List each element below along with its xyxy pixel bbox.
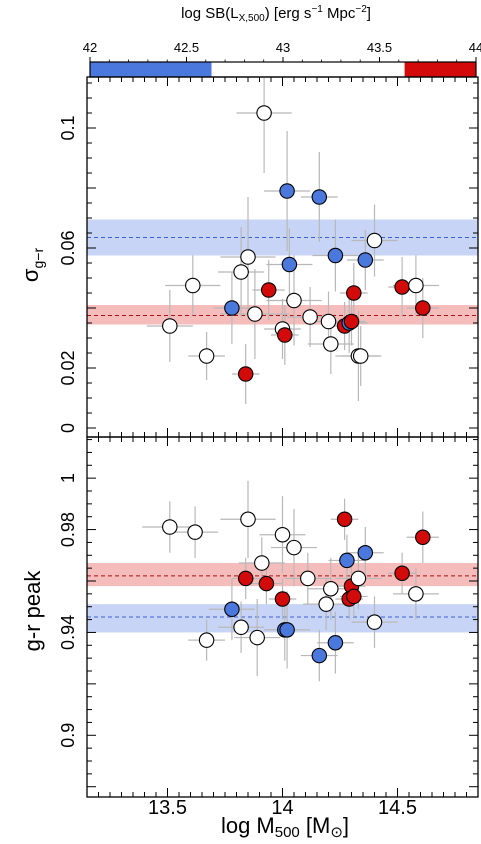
y-tick-label: 0.02 xyxy=(58,350,78,385)
ylabel-sigma: σg−r xyxy=(18,248,46,283)
y-tick-label: 1 xyxy=(58,473,78,483)
data-point-white xyxy=(286,539,302,556)
data-point-red xyxy=(277,327,293,343)
data-point-red xyxy=(258,575,275,592)
ylabel-gr-peak: g-r peak xyxy=(20,570,45,652)
data-point-white xyxy=(408,277,424,294)
panel-gr-peak: 0.9 0.94 0.98 1 xyxy=(58,436,479,798)
colorbar-tick-label: 43.5 xyxy=(367,40,392,55)
xlabel: log M500 [M⊙] xyxy=(221,813,349,841)
data-point-red xyxy=(346,285,362,301)
data-point-red xyxy=(415,529,431,546)
data-point-white xyxy=(302,309,318,325)
data-point-red xyxy=(394,279,410,295)
data-point-white xyxy=(162,318,178,334)
plot-area xyxy=(87,480,478,682)
colorbar-tick-label: 42 xyxy=(83,40,97,55)
plot-area xyxy=(87,77,478,404)
data-point-white xyxy=(366,232,383,249)
data-point-white xyxy=(286,292,302,309)
x-tick-label: 13.5 xyxy=(148,797,187,819)
data-point-white xyxy=(240,511,256,528)
y-tick-label: 0.94 xyxy=(58,615,78,650)
data-point-blue xyxy=(339,552,355,569)
colorbar-segment xyxy=(211,62,405,77)
x-tick-label: 14.5 xyxy=(378,797,417,819)
data-point-red xyxy=(274,591,291,607)
y-tick-label: 0 xyxy=(58,423,78,433)
data-point-white xyxy=(233,264,249,280)
data-point-white xyxy=(254,555,270,571)
data-point-white xyxy=(247,306,263,322)
data-point-white xyxy=(249,629,265,646)
y-tick-label: 0.06 xyxy=(58,230,78,265)
colorbar-tick-label: 44 xyxy=(469,40,481,55)
data-point-blue xyxy=(281,256,298,273)
data-point-blue xyxy=(311,189,328,205)
data-point-red xyxy=(237,570,254,587)
data-point-white xyxy=(318,596,334,612)
data-point-white xyxy=(300,570,316,587)
data-point-red xyxy=(415,300,431,316)
data-point-white xyxy=(162,519,178,535)
data-point-white xyxy=(240,249,256,265)
data-point-blue xyxy=(357,252,374,268)
x-tick-labels: 13.5 14 14.5 xyxy=(148,797,417,819)
x-tick-label: 14 xyxy=(271,797,293,819)
data-point-white xyxy=(256,105,272,121)
data-point-white xyxy=(233,619,249,636)
data-point-white xyxy=(198,632,215,648)
data-point-red xyxy=(394,565,410,582)
y-tick-label: 0.98 xyxy=(58,512,78,547)
data-point-red xyxy=(343,313,360,330)
data-point-blue xyxy=(327,634,344,651)
data-point-white xyxy=(185,277,201,294)
data-point-white xyxy=(366,614,383,630)
data-point-white xyxy=(350,570,367,587)
data-point-white xyxy=(323,580,339,597)
colorbar-tick-label: 43 xyxy=(276,40,290,55)
data-point-red xyxy=(260,282,277,298)
data-point-red xyxy=(237,366,254,382)
panel-sigma: 0 0.02 0.06 0.1 xyxy=(58,76,479,438)
data-point-blue xyxy=(224,601,240,618)
data-point-white xyxy=(352,348,369,364)
data-point-white xyxy=(187,524,203,540)
y-tick-label: 0.1 xyxy=(58,115,78,140)
data-point-white xyxy=(198,348,215,364)
data-point-blue xyxy=(279,622,295,638)
data-point-blue xyxy=(279,183,295,199)
colorbar-segment xyxy=(90,62,212,77)
red-band xyxy=(87,563,478,587)
data-point-white xyxy=(320,313,337,330)
panel-frame xyxy=(86,76,479,438)
data-point-red xyxy=(346,588,362,605)
y-tick-label: 0.9 xyxy=(58,723,78,748)
data-point-white xyxy=(408,586,424,602)
colorbar-tick-label: 42.5 xyxy=(174,40,199,55)
data-point-blue xyxy=(311,647,328,664)
data-point-blue xyxy=(357,544,374,561)
data-point-blue xyxy=(224,300,240,316)
data-point-white xyxy=(274,526,291,543)
colorbar: 42 42.5 43 43.5 44 xyxy=(83,40,481,78)
data-point-white xyxy=(323,336,339,352)
data-point-blue xyxy=(327,247,344,264)
colorbar-segment xyxy=(404,62,476,77)
data-point-red xyxy=(336,511,353,528)
colorbar-title: log SB(LX,500) [erg s−1 Mpc−2] xyxy=(181,4,371,24)
